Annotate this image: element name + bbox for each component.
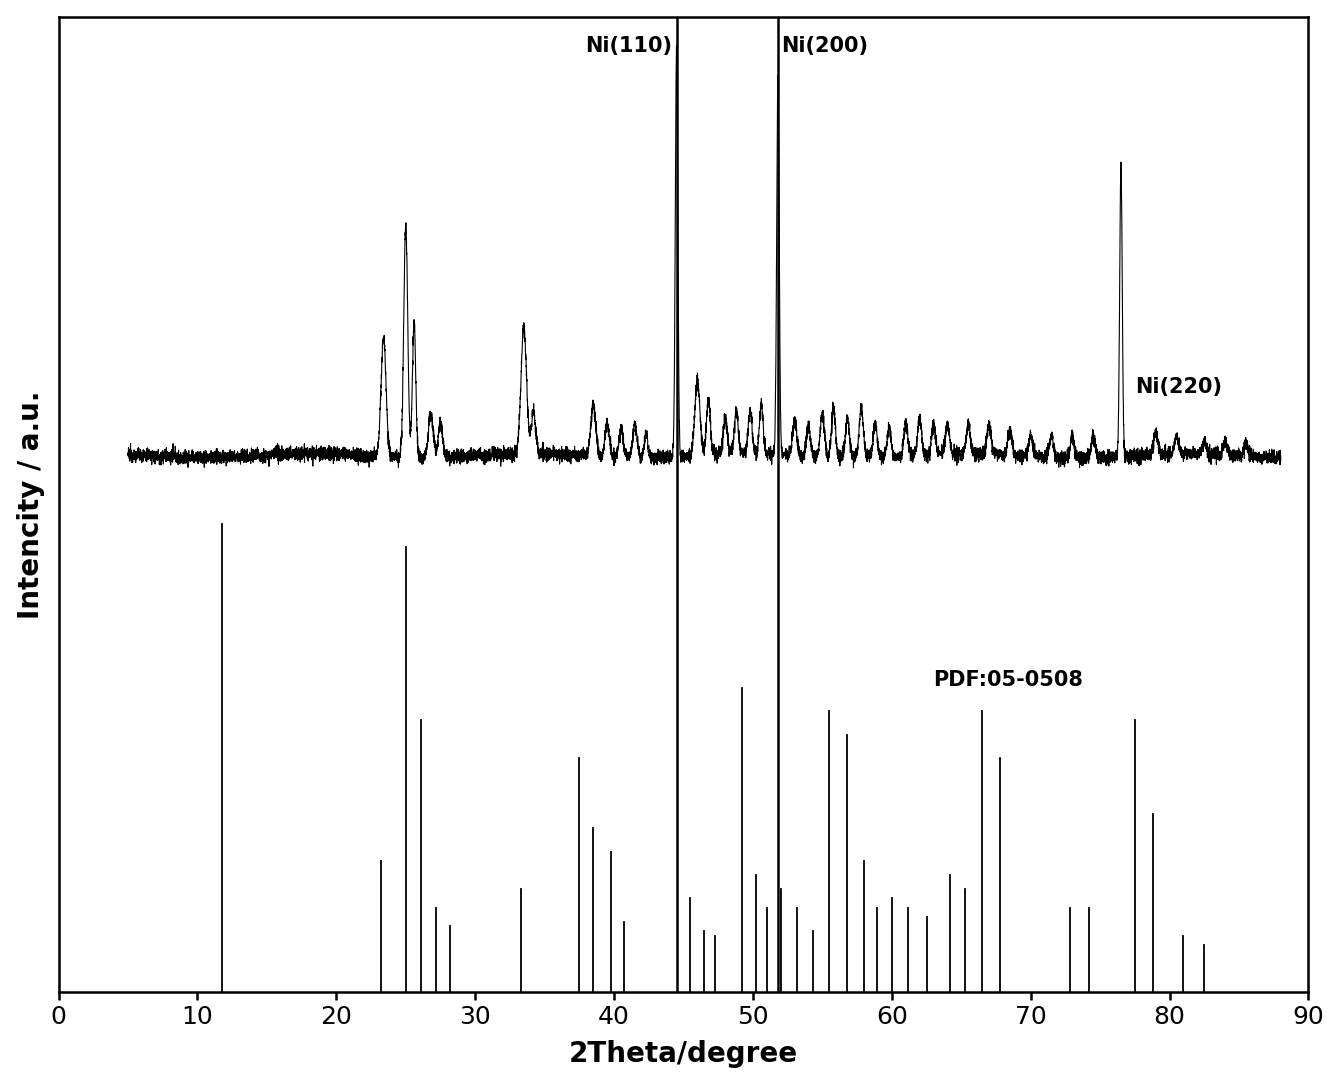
Text: Ni(200): Ni(200) xyxy=(780,36,868,56)
Text: PDF:05-0508: PDF:05-0508 xyxy=(933,669,1084,690)
Text: Ni(220): Ni(220) xyxy=(1134,378,1222,397)
Y-axis label: Intencity / a.u.: Intencity / a.u. xyxy=(16,391,44,618)
Text: Ni(110): Ni(110) xyxy=(586,36,672,56)
X-axis label: 2Theta/degree: 2Theta/degree xyxy=(569,1041,798,1069)
